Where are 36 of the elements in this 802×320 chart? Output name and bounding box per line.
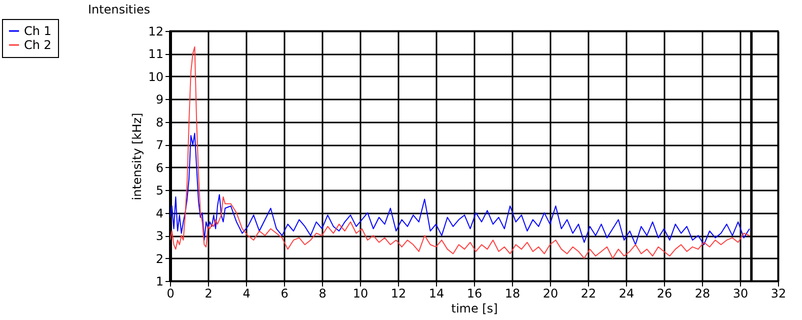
y-tick-label: 3	[156, 229, 164, 244]
x-tick-label: 6	[280, 286, 288, 300]
y-tick-label: 9	[156, 92, 164, 107]
x-tick-label: 24	[618, 286, 634, 300]
y-tick-label: 11	[148, 47, 164, 62]
y-tick-label: 8	[156, 115, 164, 130]
y-tick-label: 12	[148, 24, 164, 38]
x-tick-label: 32	[770, 286, 786, 300]
x-tick-label: 16	[466, 286, 482, 300]
y-tick-label: 6	[156, 160, 164, 175]
y-tick-label: 7	[156, 138, 164, 152]
chart-title: Intensities	[88, 2, 150, 16]
line-series	[170, 132, 750, 246]
x-tick-label: 12	[390, 286, 406, 300]
x-tick-label: 20	[542, 286, 558, 300]
legend-label: Ch 1	[24, 24, 52, 38]
x-tick-label: 30	[732, 286, 748, 300]
x-tick-label: 10	[352, 286, 368, 300]
line-series	[170, 46, 750, 259]
y-tick-label: 10	[148, 70, 164, 84]
y-tick-label: 2	[156, 252, 164, 266]
legend-label: Ch 2	[24, 38, 52, 52]
x-tick-label: 8	[318, 286, 326, 300]
x-tick-label: 22	[580, 286, 596, 300]
x-tick-label: 14	[428, 286, 444, 300]
x-tick-label: 28	[694, 286, 710, 300]
x-tick-label: 4	[242, 286, 250, 300]
y-tick-label: 5	[156, 184, 164, 198]
x-tick-label: 18	[504, 286, 520, 300]
y-tick-label: 1	[156, 274, 164, 288]
x-tick-label: 0	[166, 286, 174, 300]
y-axis-title: intensity [kHz]	[130, 112, 144, 200]
y-tick-label: 4	[156, 206, 164, 220]
x-tick-label: 26	[656, 286, 672, 300]
x-axis-title: time [s]	[451, 302, 498, 316]
x-tick-label: 2	[204, 286, 212, 300]
